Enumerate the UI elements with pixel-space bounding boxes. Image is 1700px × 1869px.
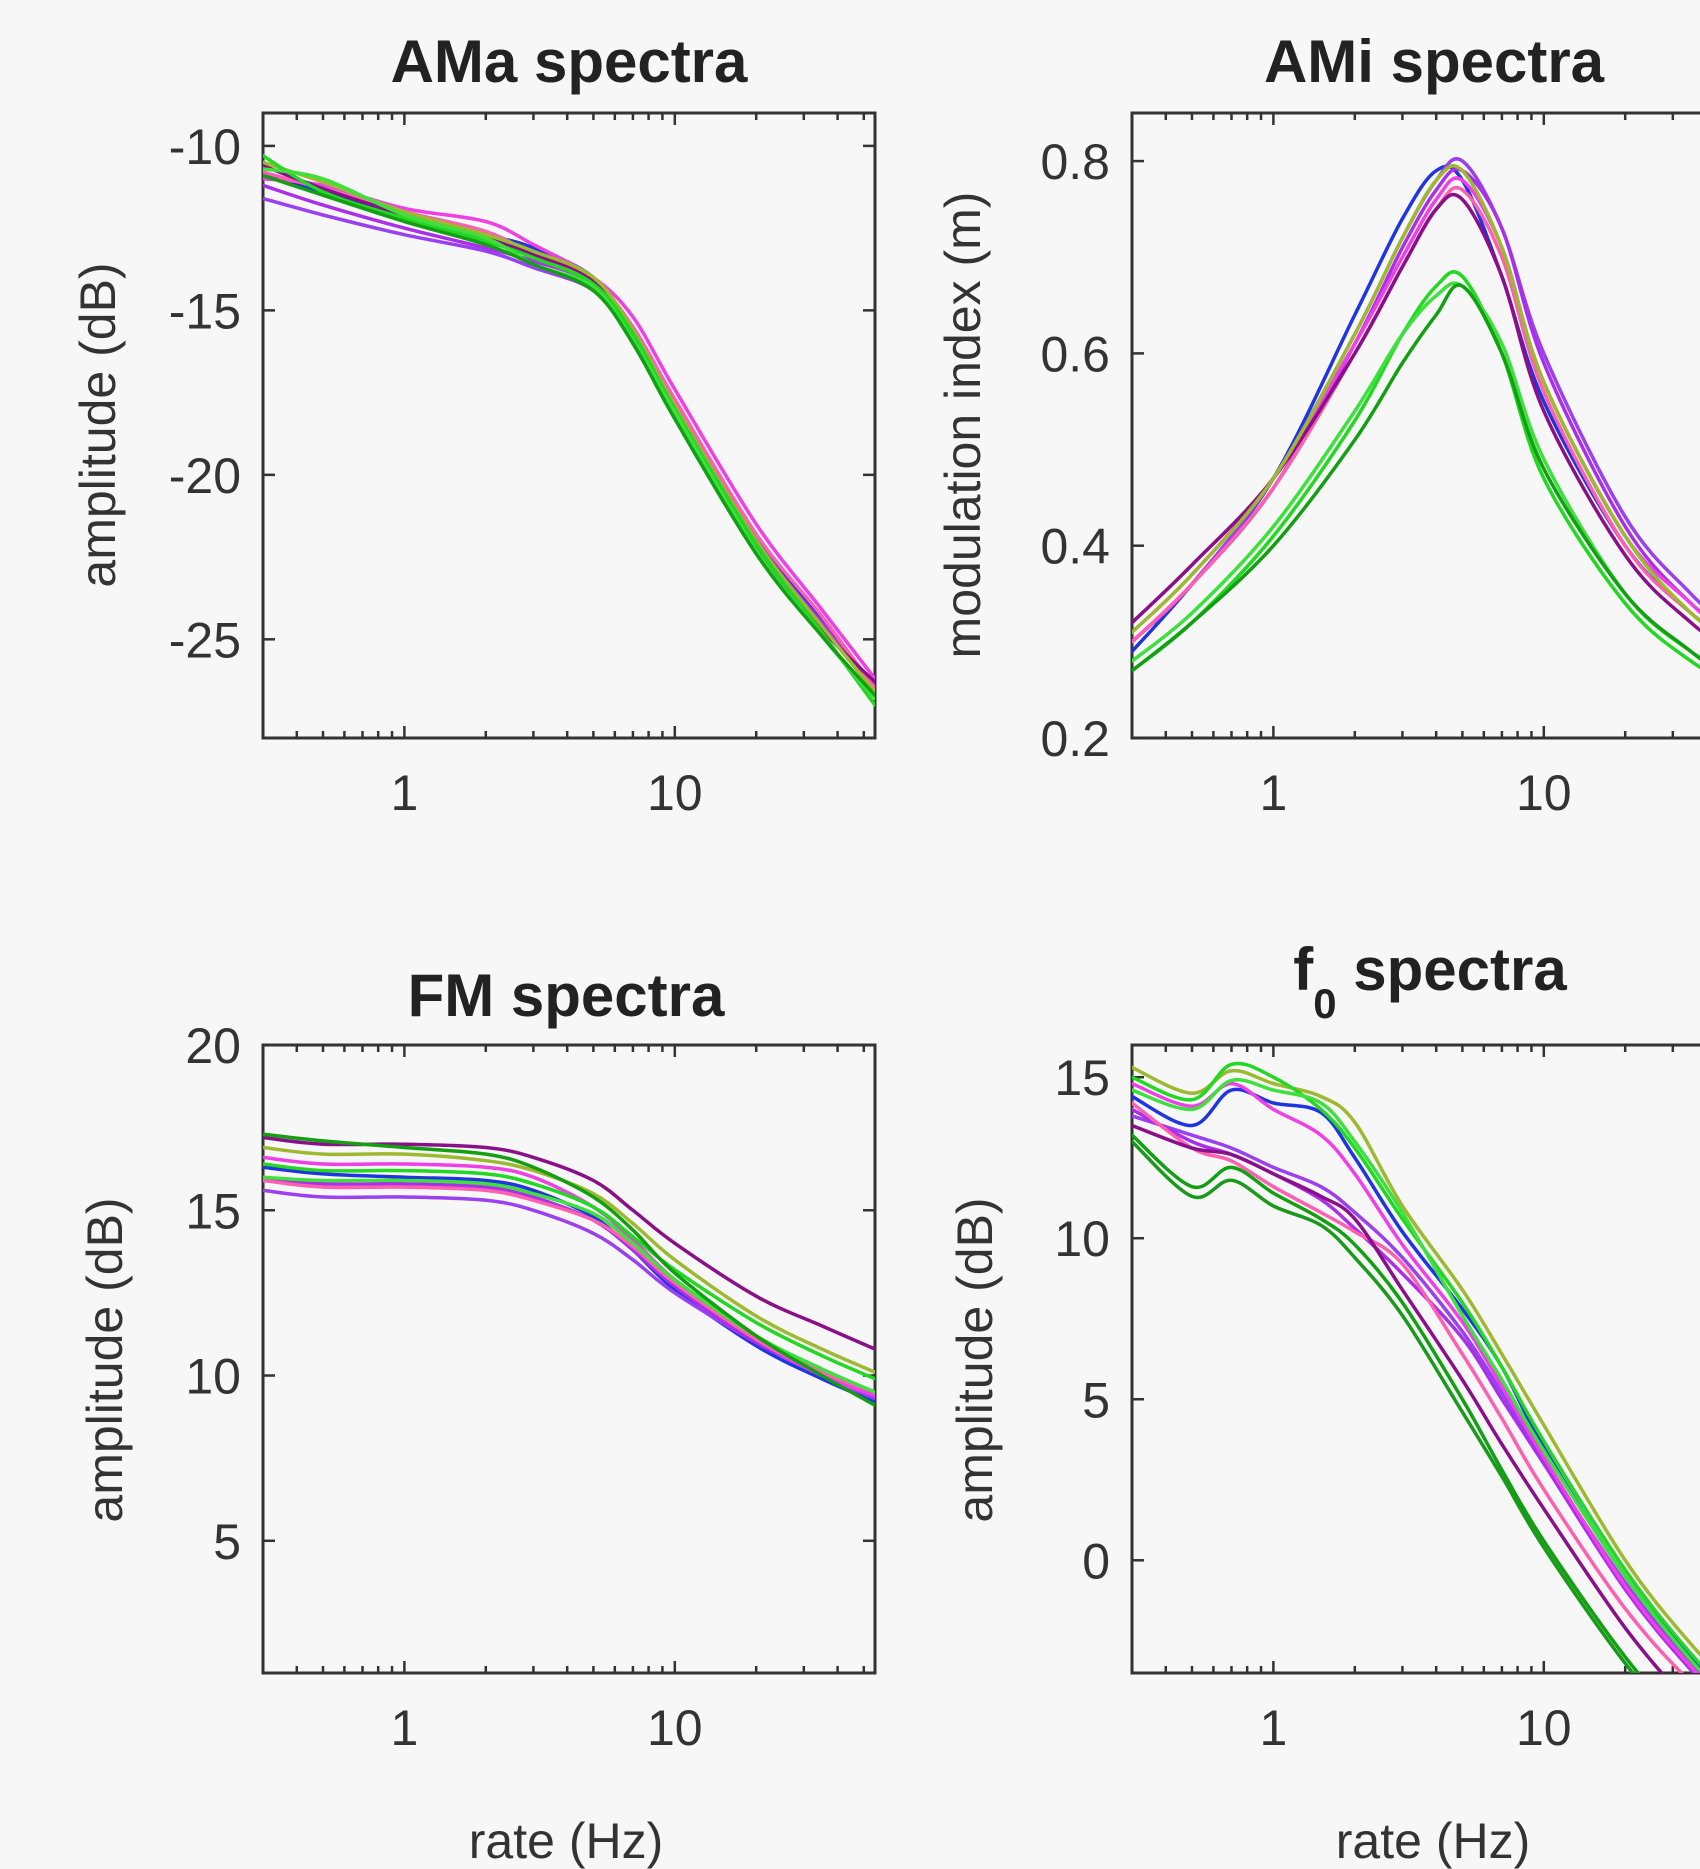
y-axis-label-text-ama: amplitude (dB) bbox=[70, 262, 126, 587]
plot-area-ami bbox=[1130, 111, 1700, 740]
series-group-fm bbox=[263, 1132, 875, 1408]
series-line-fm-7 bbox=[263, 1145, 875, 1374]
series-line-ama-4 bbox=[263, 177, 875, 681]
series-line-ama-8 bbox=[263, 154, 875, 707]
y-tick-label-fm: 5 bbox=[213, 1514, 241, 1570]
y-tick-label-fm: 20 bbox=[185, 1018, 241, 1074]
series-line-fm-1 bbox=[263, 1165, 875, 1404]
x-tick-label-ami: 10 bbox=[1516, 765, 1572, 821]
y-axis-label-ami: modulation index (m) bbox=[935, 192, 991, 659]
series-line-ami-10 bbox=[1132, 283, 1700, 673]
series-line-f0-9 bbox=[1132, 1077, 1700, 1673]
panel-ama-spectra: AMa spectra amplitude (dB) 1 10 -10 -15 -20 -… bbox=[70, 28, 877, 821]
series-line-f0-7 bbox=[1132, 1065, 1700, 1657]
x-tick-label-fm: 10 bbox=[647, 1700, 703, 1756]
chart-title-f0-main: f bbox=[1293, 936, 1314, 1003]
series-line-fm-8 bbox=[263, 1162, 875, 1381]
y-tick-label-ama: -25 bbox=[169, 612, 241, 668]
ticks-fm: 1 10 5 10 15 20 bbox=[185, 1018, 875, 1756]
y-axis-label-text-f0: amplitude (dB) bbox=[947, 1197, 1003, 1522]
series-line-f0-6 bbox=[1132, 1123, 1664, 1673]
y-tick-label-fm: 15 bbox=[185, 1183, 241, 1239]
y-tick-label-f0: 0 bbox=[1082, 1533, 1110, 1589]
x-axis-label-fm: rate (Hz) bbox=[469, 1813, 663, 1869]
panel-fm-spectra: FM spectra amplitude (dB) rate (Hz) 1 10 5… bbox=[77, 962, 877, 1869]
series-line-ami-5 bbox=[1132, 185, 1700, 644]
y-tick-label-ami: 0.6 bbox=[1040, 326, 1110, 382]
y-tick-label-ama: -20 bbox=[169, 448, 241, 504]
ticks-ama: 1 10 -10 -15 -20 -25 bbox=[169, 113, 875, 821]
y-tick-label-fm: 10 bbox=[185, 1349, 241, 1405]
series-line-f0-4 bbox=[1132, 1081, 1700, 1673]
series-line-ama-10 bbox=[263, 173, 875, 697]
y-tick-label-ami: 0.8 bbox=[1040, 134, 1110, 190]
series-line-ama-7 bbox=[263, 160, 875, 694]
chart-title-fm: FM spectra bbox=[408, 962, 725, 1029]
series-group-ama bbox=[263, 154, 875, 707]
y-tick-label-ama: -15 bbox=[169, 283, 241, 339]
series-line-f0-11 bbox=[1132, 1139, 1636, 1673]
x-tick-label-ama: 1 bbox=[390, 765, 418, 821]
x-tick-label-ama: 10 bbox=[647, 765, 703, 821]
ticks-ami: 1 10 0.2 0.4 0.6 0.8 bbox=[1040, 113, 1675, 821]
chart-title-ami: AMi spectra bbox=[1264, 28, 1605, 95]
y-axis-label-fm: amplitude (dB) bbox=[77, 1197, 133, 1522]
y-axis-label-ama: amplitude (dB) bbox=[70, 262, 126, 587]
y-axis-label-text-fm: amplitude (dB) bbox=[77, 1197, 133, 1522]
series-group-ami bbox=[1132, 157, 1700, 673]
chart-title-f0-subscript: 0 bbox=[1313, 980, 1336, 1027]
series-group-f0 bbox=[1132, 1061, 1700, 1673]
y-tick-label-ami: 0.4 bbox=[1040, 519, 1110, 575]
ticks-f0: 1 10 0 5 10 15 bbox=[1054, 1045, 1675, 1756]
series-line-ami-7 bbox=[1132, 164, 1700, 634]
x-tick-label-ami: 1 bbox=[1259, 765, 1287, 821]
chart-title-f0-suffix: spectra bbox=[1337, 936, 1568, 1003]
plot-area-f0 bbox=[1130, 1043, 1700, 1675]
y-axis-label-text-ami: modulation index (m) bbox=[935, 192, 991, 659]
panel-ami-spectra: AMi spectra modulation index (m) 1 10 0.2 0… bbox=[935, 28, 1700, 821]
chart-title-f0: f0 spectra bbox=[1293, 936, 1567, 1027]
y-axis-label-f0: amplitude (dB) bbox=[947, 1197, 1003, 1522]
series-line-fm-10 bbox=[263, 1132, 875, 1408]
y-tick-label-f0: 10 bbox=[1054, 1211, 1110, 1267]
plot-area-fm bbox=[261, 1043, 877, 1675]
series-line-f0-2 bbox=[1132, 1114, 1700, 1673]
y-tick-label-f0: 5 bbox=[1082, 1372, 1110, 1428]
x-tick-label-f0: 10 bbox=[1516, 1700, 1572, 1756]
series-line-f0-5 bbox=[1132, 1101, 1684, 1673]
panel-f0-spectra: f0 spectra amplitude (dB) rate (Hz) 1 100… bbox=[947, 936, 1700, 1869]
series-line-f0-10 bbox=[1132, 1133, 1641, 1673]
series-line-ami-8 bbox=[1132, 270, 1700, 673]
x-tick-label-fm: 1 bbox=[390, 1700, 418, 1756]
y-tick-label-ama: -10 bbox=[169, 119, 241, 175]
x-axis-label-f0: rate (Hz) bbox=[1336, 1813, 1530, 1869]
y-tick-label-f0: 15 bbox=[1054, 1050, 1110, 1106]
y-tick-label-ami: 0.2 bbox=[1040, 711, 1110, 767]
x-tick-label-f0: 1 bbox=[1259, 1700, 1287, 1756]
chart-title-ama: AMa spectra bbox=[391, 28, 748, 95]
